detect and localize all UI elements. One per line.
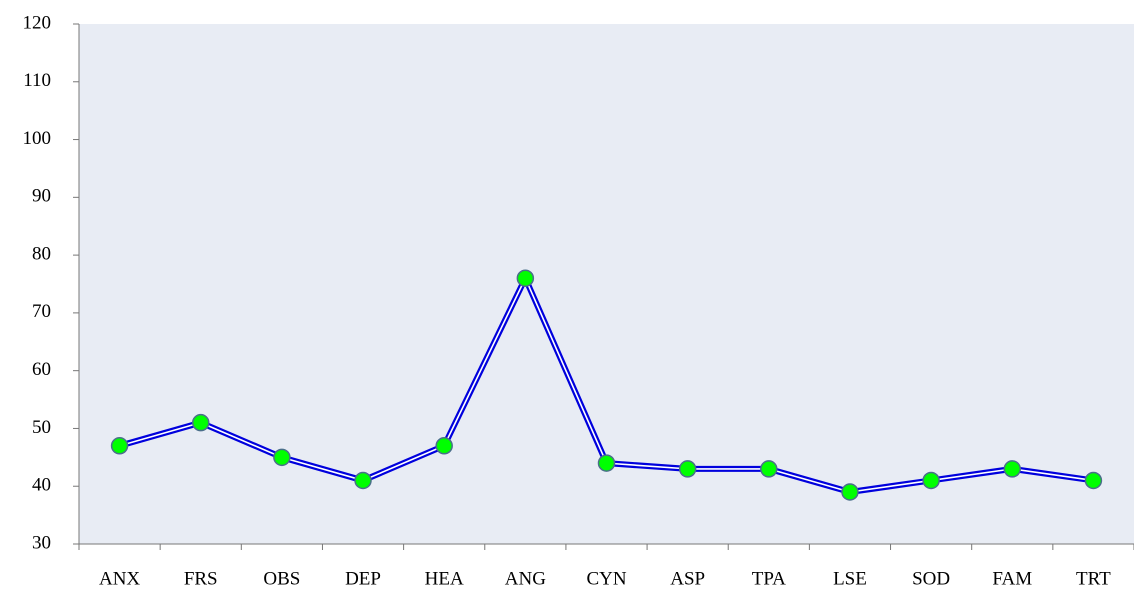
y-tick-label: 70 bbox=[32, 301, 51, 322]
y-tick-label: 30 bbox=[32, 532, 51, 553]
x-tick-label: ASP bbox=[670, 568, 705, 589]
x-tick-label: TPA bbox=[752, 568, 786, 589]
marker bbox=[1084, 471, 1103, 490]
marker bbox=[922, 471, 940, 490]
x-tick-label: FAM bbox=[992, 568, 1032, 589]
marker bbox=[1003, 460, 1022, 478]
y-tick-label: 100 bbox=[23, 128, 52, 149]
x-tick-label: ANX bbox=[99, 568, 140, 589]
marker bbox=[191, 413, 210, 432]
marker bbox=[760, 460, 778, 478]
x-tick-label: TRT bbox=[1076, 568, 1111, 589]
y-tick-label: 40 bbox=[32, 475, 51, 496]
y-tick-label: 120 bbox=[23, 12, 52, 33]
marker bbox=[678, 460, 697, 478]
x-tick-label: HEA bbox=[425, 568, 464, 589]
x-tick-label: LSE bbox=[833, 568, 867, 589]
x-tick-label: SOD bbox=[912, 568, 950, 589]
y-tick-label: 60 bbox=[32, 359, 51, 380]
marker bbox=[435, 437, 453, 455]
marker bbox=[516, 269, 535, 287]
x-tick-label: FRS bbox=[184, 568, 218, 589]
marker bbox=[110, 437, 129, 455]
marker bbox=[273, 448, 291, 467]
y-tick-label: 50 bbox=[32, 417, 51, 438]
y-tick-label: 110 bbox=[23, 70, 51, 91]
x-tick-label: DEP bbox=[345, 568, 381, 589]
marker bbox=[841, 483, 859, 501]
x-tick-label: CYN bbox=[586, 568, 626, 589]
y-tick-label: 90 bbox=[32, 186, 51, 207]
x-tick-label: OBS bbox=[263, 568, 300, 589]
marker bbox=[597, 454, 616, 472]
marker bbox=[354, 471, 372, 490]
x-tick-label: ANG bbox=[505, 568, 546, 589]
y-tick-label: 80 bbox=[32, 243, 51, 264]
